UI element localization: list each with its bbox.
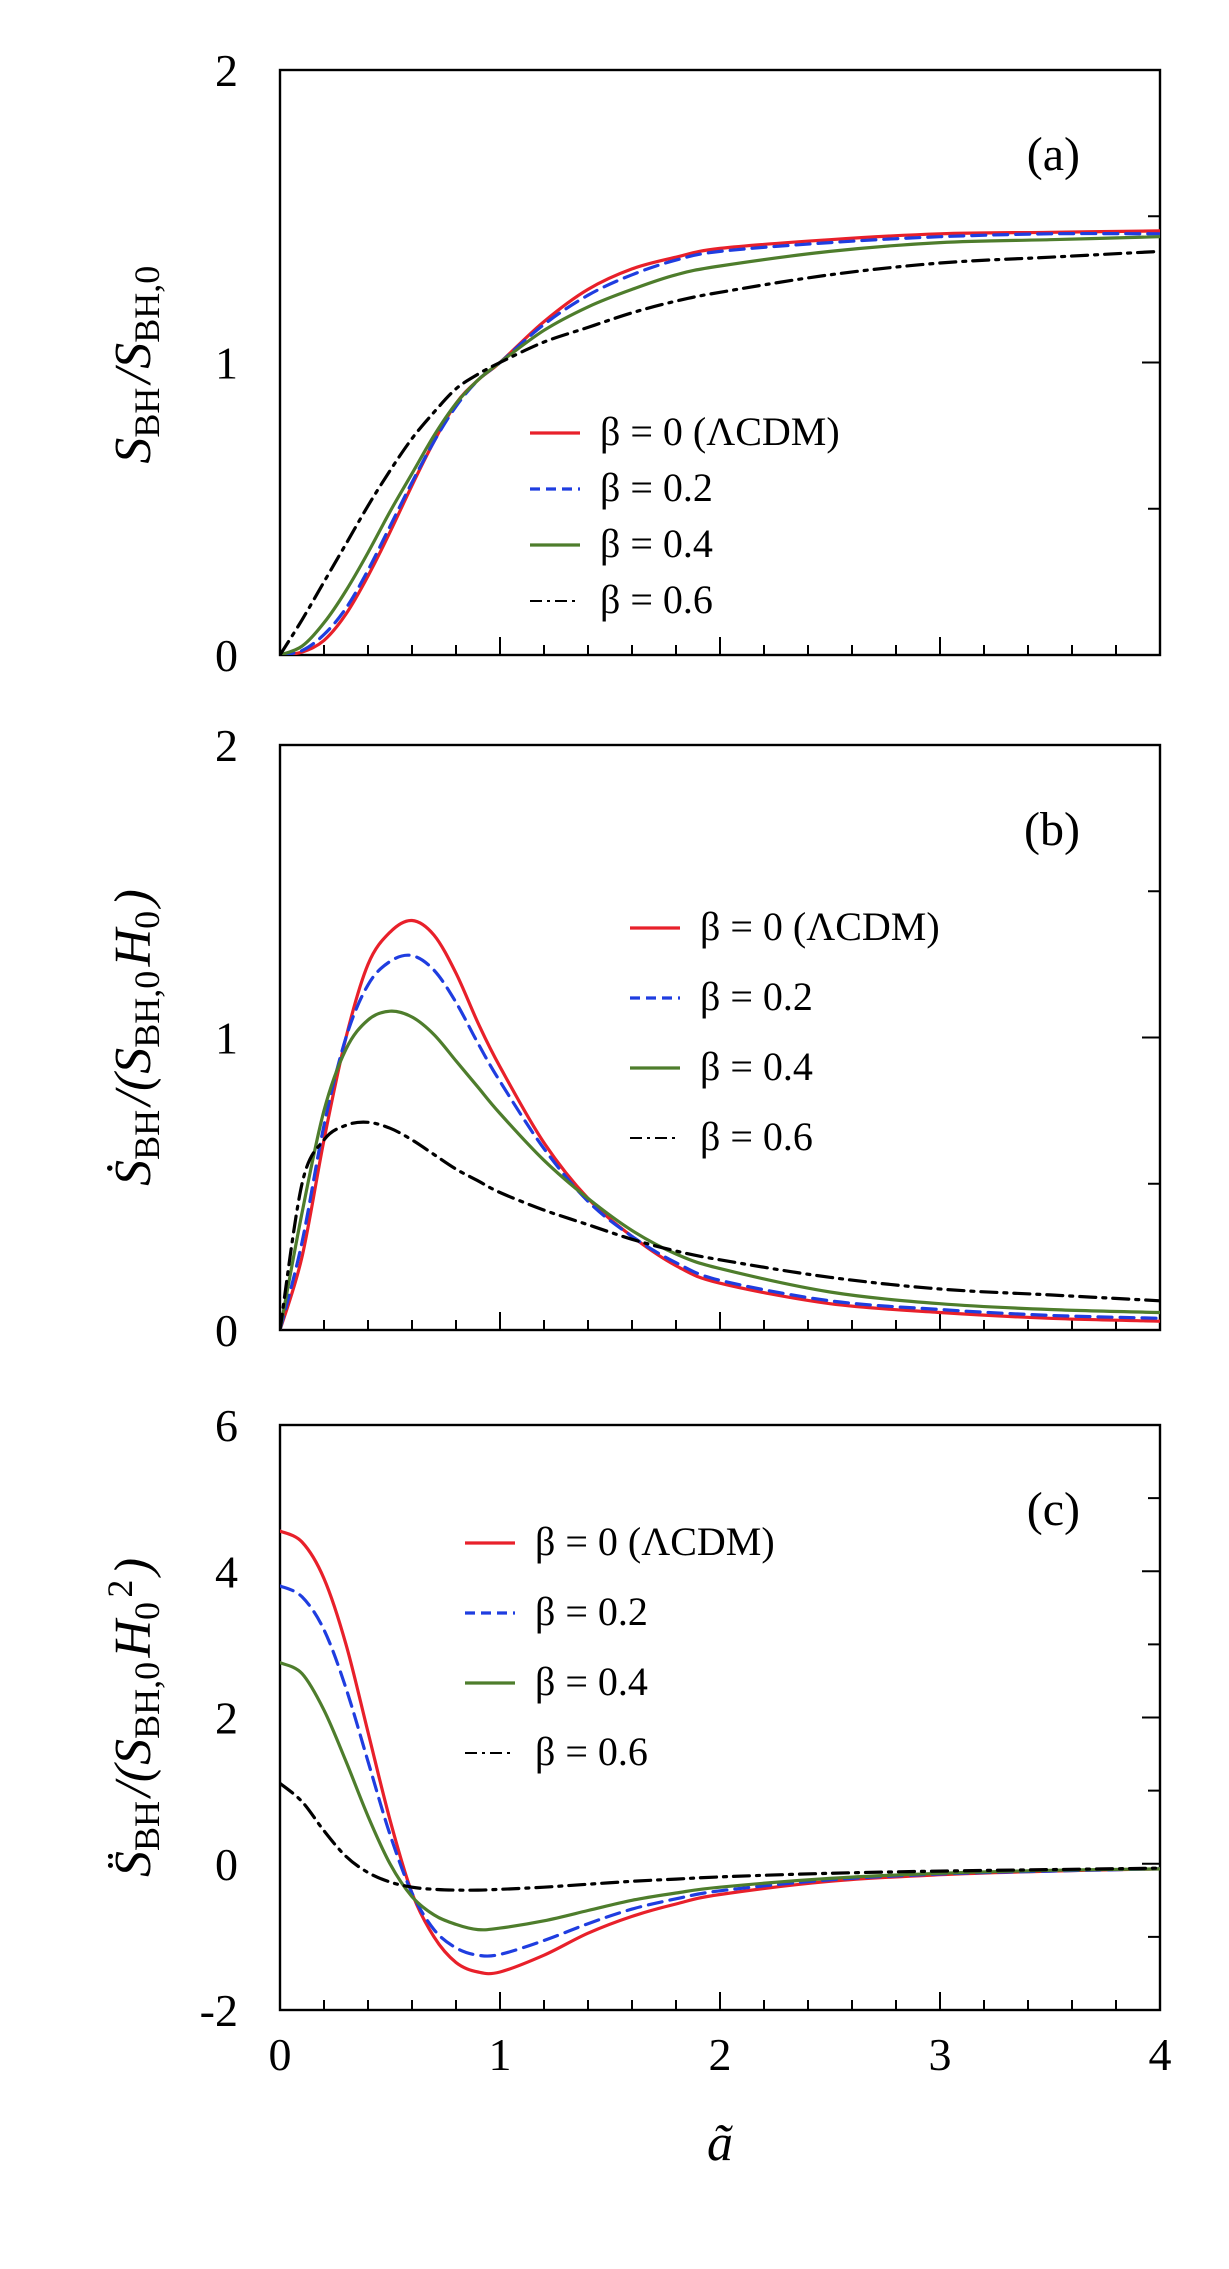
legend-entry: β = 0 (ΛCDM) xyxy=(600,409,840,454)
y-tick-label: 2 xyxy=(215,1693,238,1744)
legend-entry: β = 0.6 xyxy=(700,1114,813,1159)
series-line xyxy=(280,1584,1160,1958)
series-line xyxy=(280,1661,1160,1932)
legend-entry: β = 0.6 xyxy=(535,1729,648,1774)
series-line xyxy=(280,1009,1160,1330)
series-line xyxy=(280,1529,1160,1976)
panel-b: 0 1 2 ṠBH /(SBH,0 H0 ) (b) β = 0 (ΛCDM) β = 0.… xyxy=(105,720,1162,1356)
x-axis-title: ã xyxy=(707,2115,733,2172)
legend-entry: β = 0.2 xyxy=(535,1589,648,1634)
y-tick-label: 2 xyxy=(215,45,238,96)
x-tick-label: 2 xyxy=(709,2029,732,2080)
legend-entry: β = 0 (ΛCDM) xyxy=(535,1519,775,1564)
y-tick-label: 6 xyxy=(215,1400,238,1451)
y-axis-title: S̈BH /(SBH,0 H0 2 ) xyxy=(100,1558,167,1877)
legend-entry: β = 0.2 xyxy=(700,974,813,1019)
legend-entry: β = 0.4 xyxy=(535,1659,648,1704)
y-axis-title: SBH /SBH,0 xyxy=(105,261,167,463)
panel-label: (a) xyxy=(1027,128,1080,181)
series-line xyxy=(280,249,1160,655)
legend-entry: β = 0.4 xyxy=(600,521,713,566)
y-tick-label: 0 xyxy=(215,1839,238,1890)
series-line xyxy=(280,1781,1160,1892)
y-tick-label: -2 xyxy=(200,1985,238,2036)
x-tick-label: 0 xyxy=(269,2029,292,2080)
y-tick-label: 4 xyxy=(215,1546,238,1597)
y-tick-label: 0 xyxy=(215,630,238,681)
legend-entry: β = 0 (ΛCDM) xyxy=(700,904,940,949)
legend-entry: β = 0.2 xyxy=(600,465,713,510)
legend-entry: β = 0.6 xyxy=(600,577,713,622)
x-tick-label: 3 xyxy=(929,2029,952,2080)
series-line xyxy=(280,953,1160,1330)
legend: β = 0 (ΛCDM) β = 0.2 β = 0.4 β = 0.6 xyxy=(630,904,940,1159)
legend-entry: β = 0.4 xyxy=(700,1044,813,1089)
y-tick-label: 0 xyxy=(215,1305,238,1356)
panel-label: (b) xyxy=(1024,803,1080,856)
y-tick-label: 1 xyxy=(215,1013,238,1064)
x-tick-label: 4 xyxy=(1149,2029,1172,2080)
legend: β = 0 (ΛCDM) β = 0.2 β = 0.4 β = 0.6 xyxy=(530,409,840,622)
series-line xyxy=(280,1120,1160,1330)
y-tick-label: 1 xyxy=(215,338,238,389)
y-axis-title: ṠBH /(SBH,0 H0 ) xyxy=(105,889,167,1186)
panel-c: -2 0 2 4 6 0 1 2 3 4 S̈BH /(SBH,0 H0 2 ) ã (c) β = 0 … xyxy=(100,1400,1172,2172)
y-tick-label: 2 xyxy=(215,720,238,771)
legend: β = 0 (ΛCDM) β = 0.2 β = 0.4 β = 0.6 xyxy=(465,1519,775,1774)
panel-label: (c) xyxy=(1027,1483,1080,1536)
x-tick-label: 1 xyxy=(489,2029,512,2080)
